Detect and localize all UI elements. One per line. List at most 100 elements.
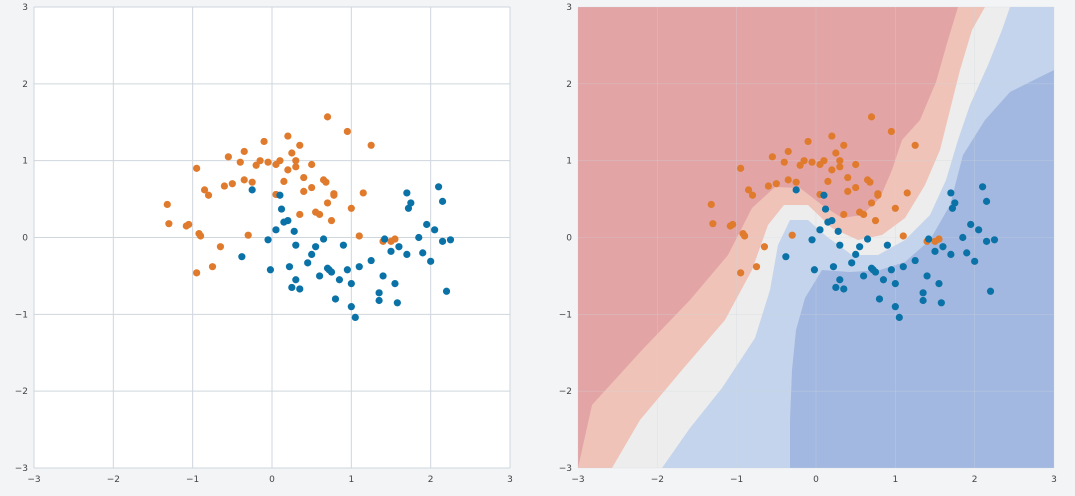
point-class-orange	[276, 157, 284, 165]
point-class-blue	[292, 276, 300, 284]
point-class-orange	[197, 232, 205, 240]
point-class-orange	[240, 147, 248, 156]
y-tick-label: −3	[15, 464, 28, 474]
point-class-blue	[379, 272, 387, 280]
point-class-orange	[764, 182, 773, 190]
point-class-blue	[923, 272, 931, 280]
point-class-orange	[784, 147, 792, 156]
y-tick-label: 3	[566, 3, 572, 13]
point-class-blue	[863, 235, 872, 243]
point-class-blue	[836, 241, 844, 249]
point-class-blue	[959, 233, 967, 242]
point-class-blue	[925, 235, 933, 243]
point-class-blue	[404, 204, 413, 212]
point-class-blue	[879, 276, 888, 284]
point-class-blue	[431, 226, 439, 234]
point-class-orange	[852, 160, 860, 169]
point-class-orange	[729, 220, 737, 229]
point-class-orange	[852, 183, 860, 192]
grid-right	[577, 6, 1055, 469]
point-class-orange	[836, 163, 844, 171]
point-class-orange	[367, 141, 375, 149]
point-class-orange	[343, 127, 351, 136]
point-class-blue	[355, 263, 363, 271]
point-class-orange	[322, 178, 330, 186]
point-class-blue	[919, 289, 927, 297]
point-class-orange	[220, 182, 228, 190]
point-class-blue	[860, 272, 868, 280]
point-class-blue	[986, 287, 995, 295]
y-tick-label: −1	[559, 310, 572, 320]
grid-left	[33, 6, 511, 469]
point-class-orange	[760, 243, 769, 251]
point-class-blue	[276, 191, 284, 199]
point-class-blue	[990, 236, 999, 244]
point-class-orange	[891, 204, 899, 212]
point-class-blue	[304, 259, 312, 267]
point-class-blue	[290, 227, 298, 235]
point-class-orange	[308, 160, 316, 169]
point-class-blue	[931, 247, 939, 255]
point-class-orange	[871, 216, 880, 225]
point-class-blue	[967, 220, 975, 229]
x-tick-label: −1	[730, 475, 743, 485]
point-class-blue	[834, 227, 842, 235]
point-class-orange	[836, 157, 844, 165]
point-class-blue	[264, 236, 272, 244]
point-class-blue	[391, 280, 399, 288]
points-right	[707, 113, 999, 322]
point-class-blue	[395, 243, 403, 251]
point-class-orange	[347, 204, 355, 212]
point-class-blue	[810, 266, 819, 274]
point-class-blue	[848, 259, 856, 267]
points-left	[163, 113, 455, 322]
point-class-blue	[820, 191, 828, 199]
x-tick-label: 1	[892, 475, 898, 485]
point-class-blue	[381, 235, 389, 243]
point-class-blue	[939, 243, 947, 251]
point-class-orange	[748, 191, 757, 199]
point-class-orange	[284, 166, 292, 174]
point-class-orange	[288, 149, 296, 157]
point-class-orange	[244, 231, 252, 239]
point-class-orange	[228, 180, 236, 188]
x-tick-label: 3	[1051, 475, 1057, 485]
point-class-orange	[280, 177, 288, 186]
point-class-blue	[288, 283, 296, 292]
point-class-orange	[240, 176, 248, 184]
point-class-blue	[947, 189, 955, 197]
point-class-orange	[737, 164, 745, 172]
point-class-blue	[442, 287, 451, 295]
point-class-blue	[266, 266, 275, 274]
point-class-orange	[260, 137, 268, 146]
point-class-orange	[792, 178, 800, 186]
point-class-orange	[216, 243, 225, 251]
y-tick-label: 1	[566, 157, 572, 167]
point-class-blue	[438, 237, 447, 245]
point-class-blue	[238, 253, 246, 261]
point-class-blue	[335, 276, 344, 284]
point-class-blue	[971, 257, 979, 265]
point-class-orange	[292, 163, 300, 171]
point-class-orange	[804, 137, 812, 146]
point-class-blue	[438, 197, 447, 205]
decision-boundary-plot-right: −3 −2 −1 0 1 2 3 −3 −2 −1 0 1 2 3	[559, 3, 1057, 485]
point-class-orange	[887, 127, 895, 136]
point-class-blue	[871, 268, 880, 276]
x-tick-label: 0	[813, 475, 819, 485]
point-class-orange	[193, 164, 201, 172]
point-class-blue	[875, 295, 884, 303]
point-class-orange	[824, 177, 832, 186]
point-class-orange	[284, 132, 292, 140]
point-class-blue	[387, 247, 395, 255]
point-class-blue	[327, 268, 336, 276]
point-class-blue	[782, 253, 790, 261]
y-tick-label: −2	[15, 387, 28, 397]
point-class-blue	[403, 250, 411, 259]
point-class-orange	[300, 187, 308, 195]
point-class-blue	[248, 186, 256, 194]
point-class-blue	[808, 236, 816, 244]
point-class-orange	[832, 149, 840, 157]
point-class-orange	[844, 173, 852, 182]
